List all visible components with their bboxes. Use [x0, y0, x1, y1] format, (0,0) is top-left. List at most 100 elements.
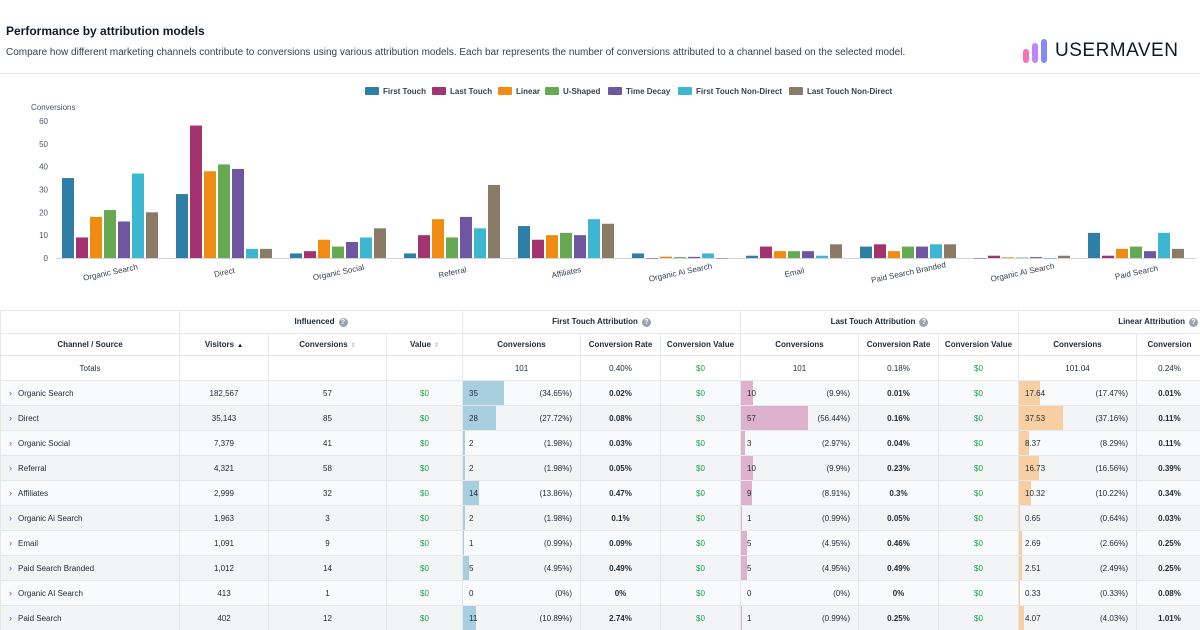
channel-cell[interactable]: › Organic Ai Search: [0, 505, 180, 531]
channel-cell[interactable]: › Direct: [0, 405, 180, 431]
info-icon[interactable]: ?: [641, 317, 651, 327]
col-li-rate[interactable]: Conversion: [1136, 333, 1200, 356]
table-row[interactable]: › Paid Search Branded 1,012 14 $0 5 (4.95%) 0.4…: [0, 555, 1200, 581]
lt-share-pct: (56.44%): [817, 414, 850, 423]
chevron-right-icon[interactable]: ›: [9, 613, 12, 623]
ft-conv-value: 2: [469, 439, 474, 448]
chevron-right-icon[interactable]: ›: [9, 488, 12, 498]
ft-value-cell: $0: [660, 580, 741, 606]
li-rate-cell: 0.39%: [1136, 455, 1200, 481]
lt-share-bar: [741, 556, 747, 580]
col-visitors[interactable]: Visitors ▲: [179, 333, 269, 356]
ft-rate-cell: 0.05%: [580, 455, 661, 481]
ft-conv-value: 2: [469, 464, 474, 473]
channel-cell[interactable]: › Paid Search: [0, 605, 180, 630]
lt-conv-value: 10: [747, 464, 756, 473]
col-value[interactable]: Value ⇕: [386, 333, 463, 356]
col-ft-conversions[interactable]: Conversions: [462, 333, 581, 356]
legend-swatch: [678, 87, 692, 95]
lt-rate-cell: 0.23%: [858, 455, 939, 481]
ft-share-pct: (0%): [555, 589, 572, 598]
chevron-right-icon[interactable]: ›: [9, 588, 12, 598]
table-row[interactable]: › Organic Social 7,379 41 $0 2 (1.98%) 0.03% $0 3…: [0, 430, 1200, 456]
bar-first-touch: [1088, 232, 1100, 258]
col-ft-value[interactable]: Conversion Value: [660, 333, 741, 356]
legend-label: Time Decay: [626, 87, 671, 96]
table-row[interactable]: › Paid Search 402 12 $0 11 (10.89%) 2.74% $0 1 (0.…: [0, 605, 1200, 630]
table-row[interactable]: › Organic Ai Search 1,963 3 $0 2 (1.98%) 0.1% $0…: [0, 505, 1200, 531]
chevron-right-icon[interactable]: ›: [9, 538, 12, 548]
li-conv-value: 10.32: [1025, 489, 1046, 498]
channel-cell[interactable]: › Organic Search: [0, 380, 180, 406]
chevron-right-icon[interactable]: ›: [9, 463, 12, 473]
channel-cell[interactable]: › Organic Social: [0, 430, 180, 456]
channel-cell[interactable]: › Affiliates: [0, 480, 180, 506]
lt-share-pct: (2.97%): [821, 439, 850, 448]
lt-value-cell: $0: [938, 505, 1019, 531]
li-conversions-cell: 8.37 (8.29%): [1018, 430, 1137, 456]
li-conv-value: 16.73: [1025, 464, 1046, 473]
x-tick-label: Organic Social: [312, 263, 365, 283]
channel-cell[interactable]: › Referral: [0, 455, 180, 481]
bar-linear: [432, 219, 444, 258]
col-lt-rate[interactable]: Conversion Rate: [858, 333, 939, 356]
chevron-right-icon[interactable]: ›: [9, 513, 12, 523]
table-row[interactable]: › Referral 4,321 58 $0 2 (1.98%) 0.05% $0 10 (9.9%…: [0, 455, 1200, 481]
lt-rate-cell: 0.25%: [858, 605, 939, 630]
chevron-right-icon[interactable]: ›: [9, 413, 12, 423]
table-row[interactable]: › Organic Search 182,567 57 $0 35 (34.65%) 0.02…: [0, 380, 1200, 406]
sort-desc-icon[interactable]: ▲: [237, 343, 244, 349]
bar-last-touch-non-direct: [716, 258, 728, 259]
ft-value-cell: $0: [660, 380, 741, 406]
col-lt-conversions[interactable]: Conversions: [740, 333, 859, 356]
info-icon[interactable]: ?: [1189, 317, 1198, 327]
chevron-right-icon[interactable]: ›: [9, 563, 12, 573]
li-share-pct: (0.64%): [1099, 514, 1128, 523]
lt-share-pct: (0.99%): [821, 514, 850, 523]
sort-icon[interactable]: ⇕: [433, 343, 439, 349]
channel-cell[interactable]: › Paid Search Branded: [0, 555, 180, 581]
lt-share-pct: (4.95%): [821, 539, 850, 548]
col-conversions[interactable]: Conversions ⇕: [268, 333, 387, 356]
ft-conv-value: 14: [469, 489, 478, 498]
sort-icon[interactable]: ⇕: [350, 343, 356, 349]
table-row[interactable]: › Email 1,091 9 $0 1 (0.99%) 0.09% $0 5 (4.95%) 0.4…: [0, 530, 1200, 556]
conversions-cell: 3: [268, 505, 387, 531]
chevron-right-icon[interactable]: ›: [9, 388, 12, 398]
bar-first-touch-non-direct: [702, 253, 714, 258]
col-lt-value[interactable]: Conversion Value: [938, 333, 1019, 356]
bar-time-decay: [688, 256, 700, 258]
bar-linear: [204, 171, 216, 258]
bar-last-touch: [760, 246, 772, 258]
col-li-conversions[interactable]: Conversions: [1018, 333, 1137, 356]
ft-rate-cell: 0.03%: [580, 430, 661, 456]
bar-first-touch-non-direct: [132, 173, 144, 258]
legend-swatch: [365, 87, 379, 95]
ft-share-bar: [463, 531, 465, 555]
lt-rate-cell: 0.46%: [858, 530, 939, 556]
bar-linear: [1116, 248, 1128, 258]
channel-cell[interactable]: › Email: [0, 530, 180, 556]
legend-label: Last Touch: [450, 87, 492, 96]
report-header: Performance by attribution models Compar…: [0, 0, 1200, 74]
bar-last-touch-non-direct: [374, 228, 386, 258]
col-ft-rate[interactable]: Conversion Rate: [580, 333, 661, 356]
info-icon[interactable]: ?: [338, 317, 348, 327]
chevron-right-icon[interactable]: ›: [9, 438, 12, 448]
ft-share-bar: [463, 381, 504, 405]
y-axis-label: Conversions: [31, 103, 75, 112]
visitors-cell: 1,091: [179, 530, 269, 556]
channel-cell[interactable]: › Organic AI Search: [0, 580, 180, 606]
lt-share-pct: (4.95%): [821, 564, 850, 573]
value-cell: $0: [386, 430, 463, 456]
table-row[interactable]: › Organic AI Search 413 1 $0 0 (0%) 0% $0 0 (0%) 0%…: [0, 580, 1200, 606]
ft-share-bar: [463, 506, 466, 530]
lt-rate-cell: 0%: [858, 580, 939, 606]
lt-value-cell: $0: [938, 555, 1019, 581]
info-icon[interactable]: ?: [919, 317, 929, 327]
table-row[interactable]: › Direct 35,143 85 $0 28 (27.72%) 0.08% $0 57 (56.…: [0, 405, 1200, 431]
bar-first-touch: [290, 253, 302, 258]
li-share-pct: (4.03%): [1099, 614, 1128, 623]
table-row[interactable]: › Affiliates 2,999 32 $0 14 (13.86%) 0.47% $0 9 (8…: [0, 480, 1200, 506]
ft-share-pct: (4.95%): [543, 564, 572, 573]
